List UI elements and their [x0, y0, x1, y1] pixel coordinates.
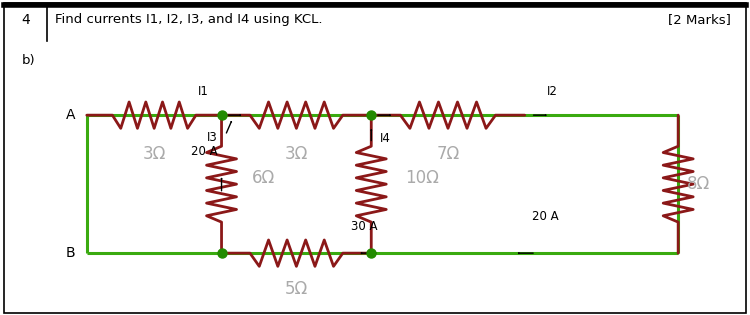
Text: Find currents I1, I2, I3, and I4 using KCL.: Find currents I1, I2, I3, and I4 using K… — [55, 13, 322, 26]
Text: 10Ω: 10Ω — [405, 169, 439, 187]
Text: 30 A: 30 A — [350, 220, 377, 233]
Text: I4: I4 — [380, 132, 391, 145]
Text: 7Ω: 7Ω — [436, 145, 460, 163]
Text: I3: I3 — [207, 131, 218, 144]
Text: [2 Marks]: [2 Marks] — [668, 13, 730, 26]
Text: 20 A: 20 A — [532, 210, 559, 223]
Text: 6Ω: 6Ω — [251, 169, 274, 187]
Text: I1: I1 — [197, 85, 208, 98]
Text: b): b) — [22, 54, 35, 67]
Text: 20 A: 20 A — [191, 145, 217, 158]
Text: 5Ω: 5Ω — [285, 280, 308, 298]
FancyBboxPatch shape — [4, 3, 746, 313]
Text: 3Ω: 3Ω — [285, 145, 308, 163]
Text: 8Ω: 8Ω — [687, 175, 710, 193]
Text: A: A — [66, 108, 76, 122]
Text: 4: 4 — [22, 13, 31, 27]
Text: B: B — [66, 246, 76, 260]
Text: 3Ω: 3Ω — [142, 145, 166, 163]
Text: I2: I2 — [548, 85, 558, 98]
